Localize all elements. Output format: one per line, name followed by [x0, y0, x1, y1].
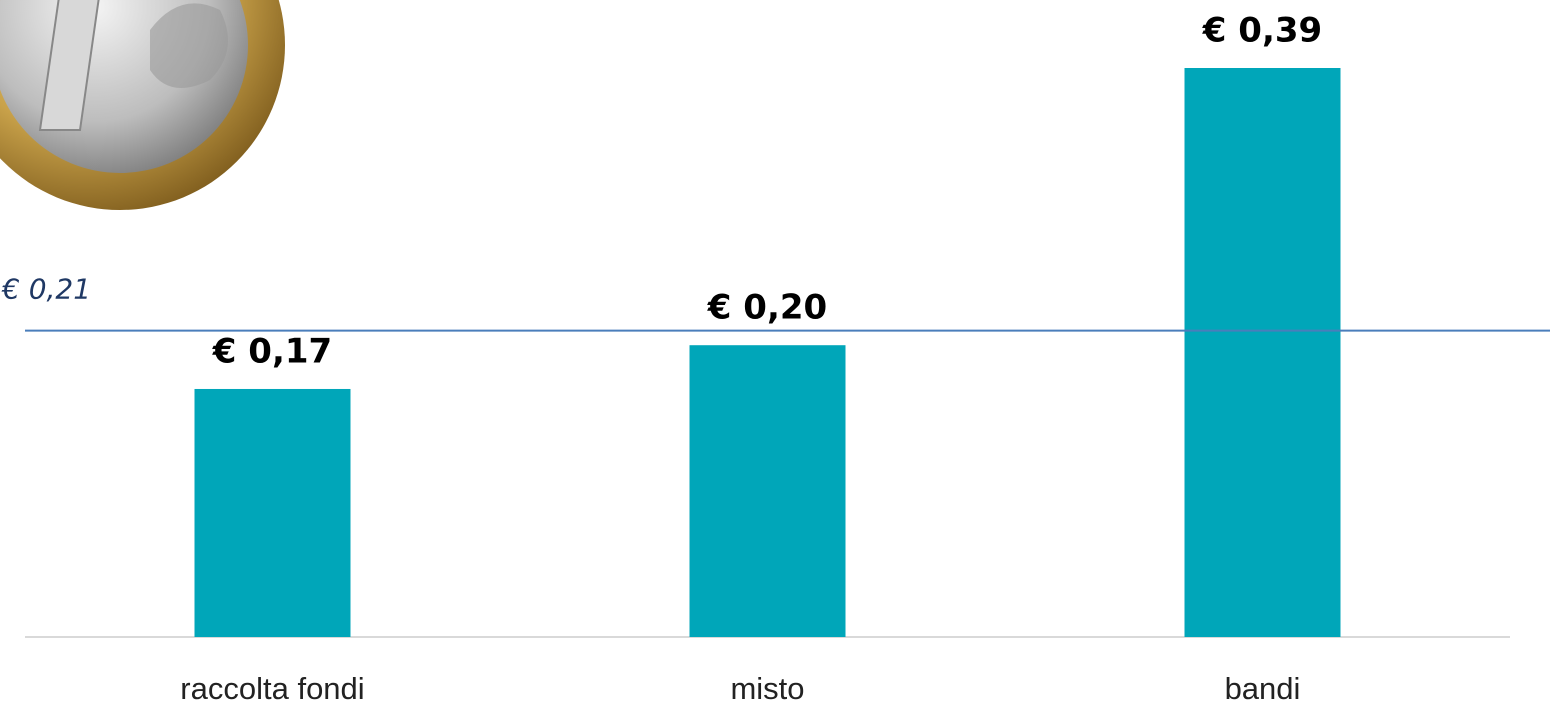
x-tick-label: raccolta fondi — [180, 671, 364, 706]
value-label: € 0,39 — [1202, 11, 1322, 51]
x-tick-label: misto — [730, 671, 804, 706]
bar — [689, 345, 846, 637]
value-label: € 0,20 — [707, 288, 827, 328]
bar — [194, 388, 351, 637]
value-label: € 0,17 — [212, 331, 332, 371]
coin-illustration — [0, 0, 285, 210]
bar — [1184, 68, 1341, 637]
x-tick-label: bandi — [1225, 671, 1301, 706]
reference-label: € 0,21 — [1, 273, 91, 306]
